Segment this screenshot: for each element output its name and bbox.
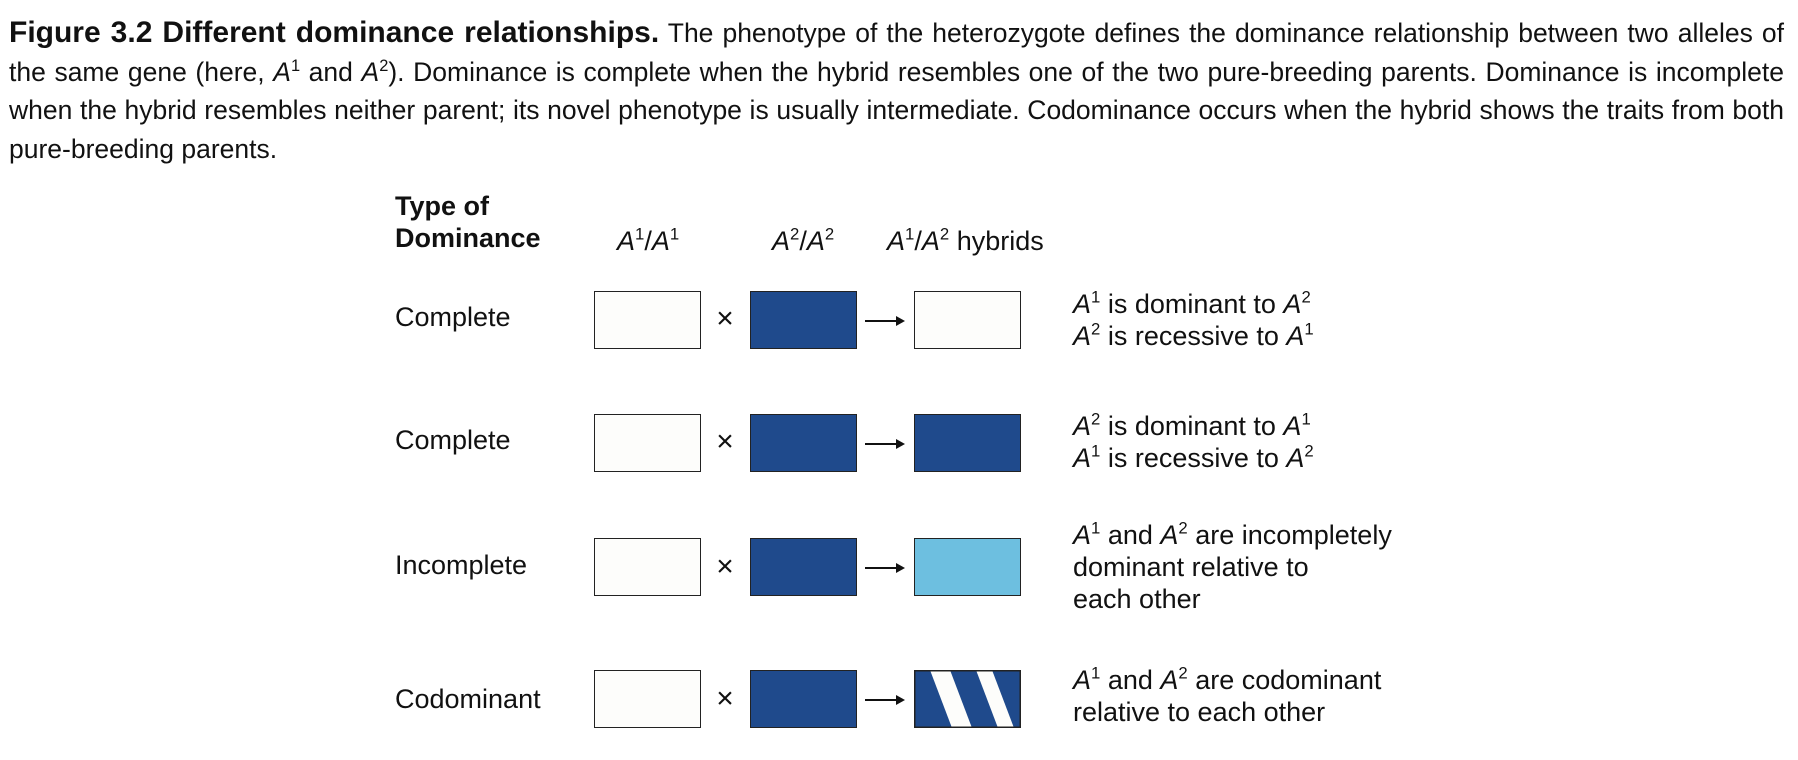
caption-text-2: ). Dominance is complete when the hybrid… bbox=[9, 56, 1784, 164]
header-a2a2: A2/A2 bbox=[772, 226, 834, 257]
h2-slash: / bbox=[799, 226, 807, 256]
cross-symbol: × bbox=[716, 302, 734, 335]
d1-l2-t: is recessive to bbox=[1100, 321, 1287, 351]
d2-s2: 1 bbox=[1301, 409, 1311, 429]
d2-l2-s2: 2 bbox=[1304, 441, 1314, 461]
header-type-line1: Type of bbox=[395, 191, 489, 221]
d2-l2-t: is recessive to bbox=[1100, 443, 1287, 473]
d1-l2-b: A bbox=[1286, 321, 1305, 351]
caption-sup-2: 2 bbox=[379, 56, 389, 75]
h3-s1: 1 bbox=[905, 224, 915, 244]
parent-a1a1-box bbox=[594, 414, 701, 472]
d1-s1: 1 bbox=[1091, 287, 1101, 307]
d2-b: A bbox=[1283, 411, 1302, 441]
description-row-2: A2 is dominant to A1 A1 is recessive to … bbox=[1073, 410, 1314, 474]
header-hybrids: A1/A2 hybrids bbox=[887, 226, 1044, 257]
parent-a1a1-box bbox=[594, 538, 701, 596]
parent-a1a1-box bbox=[594, 291, 701, 349]
d4-line2: relative to each other bbox=[1073, 697, 1326, 727]
d4-t: and bbox=[1100, 665, 1161, 695]
figure-caption: Figure 3.2 Different dominance relations… bbox=[9, 14, 1784, 168]
h2-a: A bbox=[772, 226, 791, 256]
caption-allele-a2: A bbox=[361, 56, 380, 87]
h2-b: A bbox=[806, 226, 825, 256]
h1-s1: 1 bbox=[635, 224, 645, 244]
arrow-icon bbox=[865, 316, 905, 326]
h1-b: A bbox=[651, 226, 670, 256]
d2-t: is dominant to bbox=[1100, 411, 1284, 441]
hybrid-box-light-blue bbox=[914, 538, 1021, 596]
d3-s1: 1 bbox=[1091, 518, 1101, 538]
row-label-incomplete: Incomplete bbox=[395, 550, 528, 580]
d1-b: A bbox=[1283, 289, 1302, 319]
d2-l2-a: A bbox=[1073, 443, 1092, 473]
d1-t: is dominant to bbox=[1100, 289, 1284, 319]
figure-title: Figure 3.2 Different dominance relations… bbox=[9, 16, 660, 49]
d4-a: A bbox=[1073, 665, 1092, 695]
h3-s2: 2 bbox=[939, 224, 950, 244]
h1-s2: 1 bbox=[669, 224, 680, 244]
hybrid-box-dark-blue bbox=[914, 414, 1021, 472]
d4-s2: 2 bbox=[1178, 663, 1188, 683]
d4-b: A bbox=[1160, 665, 1179, 695]
h3-a: A bbox=[887, 226, 906, 256]
d1-l2-a: A bbox=[1073, 321, 1092, 351]
row-label-complete-1: Complete bbox=[395, 302, 511, 332]
caption-allele-a1: A bbox=[273, 56, 291, 87]
parent-a2a2-box bbox=[750, 670, 857, 728]
hybrid-box-striped bbox=[914, 670, 1021, 728]
description-row-4: A1 and A2 are codominant relative to eac… bbox=[1073, 664, 1381, 728]
arrow-icon bbox=[865, 439, 905, 449]
h1-slash: / bbox=[644, 226, 652, 256]
h2-s2: 2 bbox=[824, 224, 835, 244]
parent-a2a2-box bbox=[750, 291, 857, 349]
d3-rest: are incompletely bbox=[1187, 520, 1392, 550]
description-row-1: A1 is dominant to A2 A2 is recessive to … bbox=[1073, 288, 1314, 352]
arrow-icon bbox=[865, 563, 905, 573]
d1-l2-s2: 1 bbox=[1304, 319, 1314, 339]
caption-and: and bbox=[300, 56, 362, 87]
d1-s2: 2 bbox=[1301, 287, 1311, 307]
d1-a: A bbox=[1073, 289, 1092, 319]
hybrid-box-white bbox=[914, 291, 1021, 349]
header-a1a1: A1/A1 bbox=[617, 226, 679, 257]
caption-sup-1: 1 bbox=[290, 56, 301, 75]
d3-s2: 2 bbox=[1178, 518, 1188, 538]
arrow-icon bbox=[865, 695, 905, 705]
h3-slash: / bbox=[914, 226, 922, 256]
header-type-of-dominance: Type of Dominance bbox=[395, 190, 541, 254]
parent-a2a2-box bbox=[750, 538, 857, 596]
header-type-line2: Dominance bbox=[395, 223, 541, 253]
d3-a: A bbox=[1073, 520, 1092, 550]
d2-a: A bbox=[1073, 411, 1092, 441]
h3-hybrids: hybrids bbox=[956, 226, 1044, 256]
d2-s1: 2 bbox=[1091, 409, 1101, 429]
parent-a1a1-box bbox=[594, 670, 701, 728]
h1-a: A bbox=[617, 226, 636, 256]
d3-line3: each other bbox=[1073, 584, 1201, 614]
h3-b: A bbox=[921, 226, 940, 256]
d1-l2-s1: 2 bbox=[1091, 319, 1101, 339]
d4-rest: are codominant bbox=[1187, 665, 1382, 695]
description-row-3: A1 and A2 are incompletely dominant rela… bbox=[1073, 519, 1392, 615]
caption-text-1: The phenotype of the heterozygote define… bbox=[9, 18, 1784, 87]
d3-b: A bbox=[1160, 520, 1179, 550]
d2-l2-s1: 1 bbox=[1091, 441, 1101, 461]
cross-symbol: × bbox=[716, 550, 734, 583]
d2-l2-b: A bbox=[1286, 443, 1305, 473]
row-label-codominant: Codominant bbox=[395, 684, 541, 714]
d4-s1: 1 bbox=[1091, 663, 1101, 683]
h2-s1: 2 bbox=[790, 224, 800, 244]
parent-a2a2-box bbox=[750, 414, 857, 472]
d3-t: and bbox=[1100, 520, 1161, 550]
cross-symbol: × bbox=[716, 425, 734, 458]
d3-line2: dominant relative to bbox=[1073, 552, 1309, 582]
row-label-complete-2: Complete bbox=[395, 425, 511, 455]
cross-symbol: × bbox=[716, 682, 734, 715]
